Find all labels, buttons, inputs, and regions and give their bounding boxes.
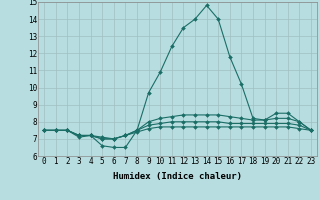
X-axis label: Humidex (Indice chaleur): Humidex (Indice chaleur) — [113, 172, 242, 181]
